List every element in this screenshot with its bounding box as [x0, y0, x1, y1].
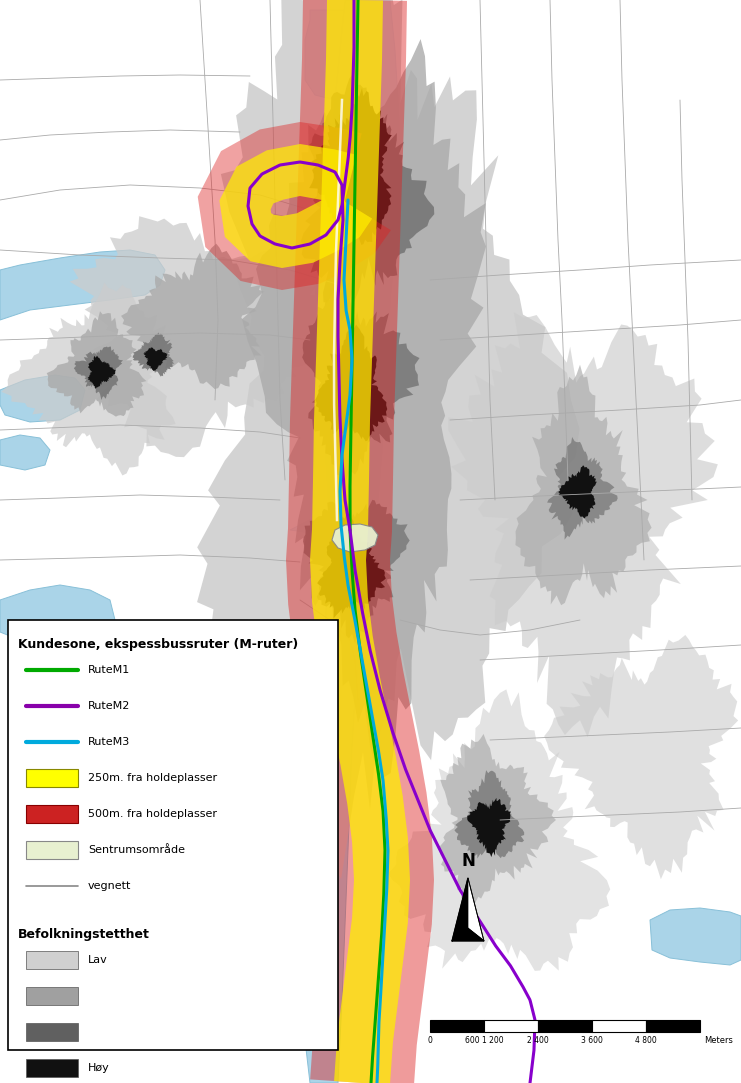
Polygon shape	[0, 250, 165, 319]
Text: 3 600: 3 600	[581, 1036, 603, 1045]
Bar	[26, 805, 78, 823]
Polygon shape	[468, 798, 511, 857]
Polygon shape	[0, 375, 85, 422]
Polygon shape	[121, 244, 264, 389]
Polygon shape	[290, 518, 368, 1083]
Bar	[26, 1023, 78, 1041]
Text: 0: 0	[428, 1036, 433, 1045]
Text: 250m. fra holdeplasser: 250m. fra holdeplasser	[88, 773, 217, 783]
Text: Lav: Lav	[88, 955, 107, 965]
Polygon shape	[439, 734, 556, 905]
Polygon shape	[197, 0, 579, 879]
Text: 600 1 200: 600 1 200	[465, 1036, 503, 1045]
Polygon shape	[388, 690, 610, 970]
FancyBboxPatch shape	[8, 619, 338, 1051]
Polygon shape	[87, 356, 116, 389]
Polygon shape	[317, 514, 386, 618]
Polygon shape	[454, 770, 524, 859]
Bar	[26, 769, 78, 787]
Bar	[538, 1020, 592, 1032]
Polygon shape	[286, 0, 434, 1083]
Polygon shape	[305, 10, 370, 100]
Polygon shape	[242, 39, 486, 778]
Polygon shape	[310, 0, 410, 1083]
Polygon shape	[219, 144, 372, 268]
Bar	[646, 1020, 700, 1032]
Polygon shape	[650, 908, 741, 965]
Text: N: N	[461, 852, 475, 870]
Polygon shape	[316, 325, 388, 441]
Text: Kundesone, ekspessbussruter (M-ruter): Kundesone, ekspessbussruter (M-ruter)	[18, 638, 298, 651]
Polygon shape	[198, 122, 391, 290]
Text: RuteM3: RuteM3	[88, 738, 130, 747]
Bar	[484, 1020, 538, 1032]
Polygon shape	[448, 312, 718, 738]
Polygon shape	[133, 332, 174, 377]
Text: RuteM2: RuteM2	[88, 701, 130, 712]
Polygon shape	[303, 499, 410, 643]
Text: RuteM1: RuteM1	[88, 665, 130, 675]
Text: 4 800: 4 800	[635, 1036, 657, 1045]
Bar	[26, 1059, 78, 1077]
Bar	[592, 1020, 646, 1032]
Text: 500m. fra holdeplasser: 500m. fra holdeplasser	[88, 809, 217, 819]
Polygon shape	[309, 88, 392, 245]
Polygon shape	[0, 435, 50, 470]
Bar	[26, 951, 78, 969]
Bar	[26, 841, 78, 859]
Polygon shape	[144, 348, 167, 371]
Polygon shape	[47, 311, 147, 417]
Polygon shape	[332, 524, 378, 552]
Bar	[430, 1020, 484, 1032]
Bar	[26, 987, 78, 1005]
Polygon shape	[452, 878, 468, 941]
Text: vegnett: vegnett	[88, 880, 131, 891]
Polygon shape	[301, 74, 434, 322]
Polygon shape	[558, 466, 597, 519]
Text: Meters: Meters	[704, 1036, 733, 1045]
Text: 2 400: 2 400	[527, 1036, 549, 1045]
Polygon shape	[468, 878, 484, 941]
Polygon shape	[1, 283, 176, 475]
Polygon shape	[70, 217, 361, 457]
Polygon shape	[302, 288, 419, 484]
Polygon shape	[516, 365, 651, 605]
Text: Høy: Høy	[88, 1064, 110, 1073]
Polygon shape	[315, 0, 400, 520]
Text: Befolkningstetthet: Befolkningstetthet	[18, 928, 150, 941]
Polygon shape	[547, 436, 618, 539]
Polygon shape	[544, 635, 738, 879]
Text: Sentrumsområde: Sentrumsområde	[88, 845, 185, 854]
Polygon shape	[452, 928, 484, 941]
Polygon shape	[0, 585, 115, 650]
Polygon shape	[74, 347, 123, 400]
